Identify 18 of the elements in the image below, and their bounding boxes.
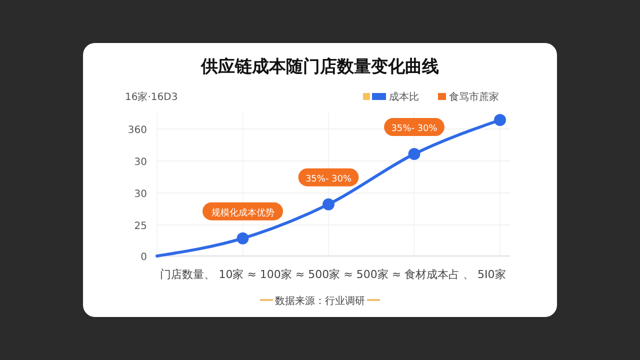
text: 30 xyxy=(134,189,147,200)
text: 30 xyxy=(134,157,147,168)
x-axis-title: 门店数量、 10家 ≈ 100家 ≈ 500家 ≈ 500家 ≈ 食材成本占 、 5I0家 xyxy=(160,268,506,281)
text: 0 xyxy=(140,252,147,263)
annotation: 35%- 30% xyxy=(391,124,438,134)
chart-title: 供应链成本随门店数量变化曲线 xyxy=(200,57,439,77)
annotation: 35%- 30% xyxy=(305,174,352,184)
source-note: 数据来源：行业调研 xyxy=(275,295,365,307)
point xyxy=(408,148,420,160)
point xyxy=(494,114,506,126)
legend-label: 食骂市蔗家 xyxy=(449,91,499,103)
legend-label: 成本比 xyxy=(389,91,419,103)
point xyxy=(322,198,334,210)
annotation: 规模化成本优势 xyxy=(211,207,274,218)
text: 360 xyxy=(128,125,147,136)
point xyxy=(236,232,249,244)
y-axis-title: 16家·16D3 xyxy=(125,91,178,103)
text: 25 xyxy=(134,221,147,232)
